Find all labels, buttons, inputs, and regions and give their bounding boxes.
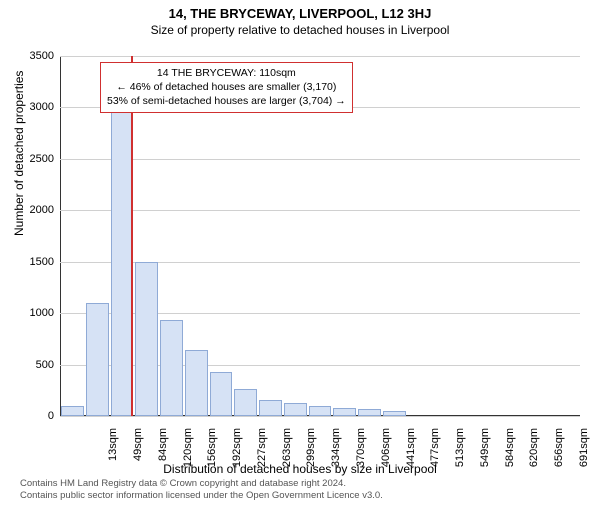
footer-line2: Contains public sector information licen… xyxy=(20,490,383,502)
footer-line1: Contains HM Land Registry data © Crown c… xyxy=(20,478,383,490)
grid-line xyxy=(60,210,580,211)
annotation-line2: ← 46% of detached houses are smaller (3,… xyxy=(107,80,346,94)
footer-credits: Contains HM Land Registry data © Crown c… xyxy=(20,478,383,502)
histogram-bar xyxy=(160,320,183,416)
histogram-bar xyxy=(234,389,257,416)
chart-plot-area: 050010001500200025003000350013sqm49sqm84… xyxy=(60,56,580,416)
annotation-box: 14 THE BRYCEWAY: 110sqm ← 46% of detache… xyxy=(100,62,353,113)
y-tick-label: 1000 xyxy=(14,307,54,319)
annotation-line1: 14 THE BRYCEWAY: 110sqm xyxy=(107,66,346,80)
y-tick-label: 2500 xyxy=(14,153,54,165)
histogram-bar xyxy=(259,400,282,416)
y-axis xyxy=(60,56,61,416)
y-tick-label: 1500 xyxy=(14,256,54,268)
annotation-line3: 53% of semi-detached houses are larger (… xyxy=(107,94,346,108)
x-axis-label: Distribution of detached houses by size … xyxy=(0,462,600,476)
histogram-bar xyxy=(210,372,233,416)
page-title: 14, THE BRYCEWAY, LIVERPOOL, L12 3HJ xyxy=(0,6,600,21)
grid-line xyxy=(60,56,580,57)
y-tick-label: 0 xyxy=(14,410,54,422)
histogram-bar xyxy=(135,262,158,416)
histogram-bar xyxy=(61,406,84,416)
histogram-bar xyxy=(383,411,406,416)
y-tick-label: 3500 xyxy=(14,50,54,62)
y-tick-label: 3000 xyxy=(14,101,54,113)
y-tick-label: 500 xyxy=(14,359,54,371)
page-subtitle: Size of property relative to detached ho… xyxy=(0,23,600,37)
histogram-bar xyxy=(309,406,332,416)
histogram-bar xyxy=(284,403,307,416)
histogram-bar xyxy=(333,408,356,416)
histogram-bar xyxy=(358,409,381,416)
grid-line xyxy=(60,159,580,160)
y-tick-label: 2000 xyxy=(14,204,54,216)
chart-container: 14, THE BRYCEWAY, LIVERPOOL, L12 3HJ Siz… xyxy=(0,6,600,506)
histogram-bar xyxy=(86,303,109,416)
histogram-bar xyxy=(185,350,208,416)
grid-line xyxy=(60,416,580,417)
